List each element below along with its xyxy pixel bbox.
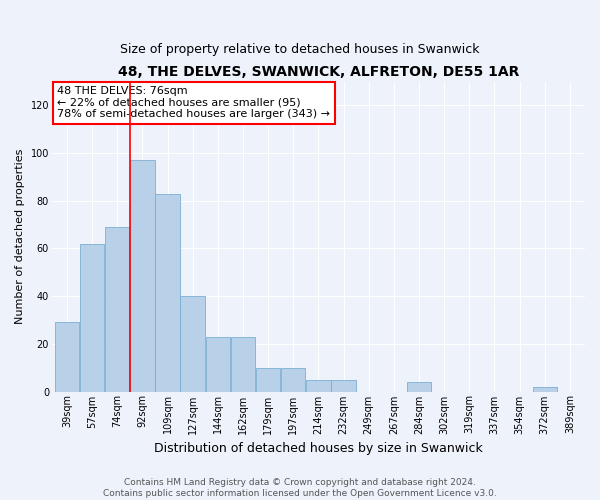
X-axis label: Distribution of detached houses by size in Swanwick: Distribution of detached houses by size …: [154, 442, 483, 455]
Bar: [80, 244, 104, 392]
Text: 48 THE DELVES: 76sqm
← 22% of detached houses are smaller (95)
78% of semi-detac: 48 THE DELVES: 76sqm ← 22% of detached h…: [57, 86, 330, 120]
Text: Size of property relative to detached houses in Swanwick: Size of property relative to detached ho…: [120, 42, 480, 56]
Bar: [181, 296, 205, 392]
Bar: [130, 160, 155, 392]
Bar: [256, 368, 280, 392]
Bar: [533, 386, 557, 392]
Bar: [105, 227, 130, 392]
Bar: [155, 194, 180, 392]
Text: Contains HM Land Registry data © Crown copyright and database right 2024.
Contai: Contains HM Land Registry data © Crown c…: [103, 478, 497, 498]
Bar: [306, 380, 331, 392]
Bar: [331, 380, 356, 392]
Title: 48, THE DELVES, SWANWICK, ALFRETON, DE55 1AR: 48, THE DELVES, SWANWICK, ALFRETON, DE55…: [118, 65, 519, 79]
Y-axis label: Number of detached properties: Number of detached properties: [15, 149, 25, 324]
Bar: [55, 322, 79, 392]
Bar: [231, 336, 255, 392]
Bar: [206, 336, 230, 392]
Bar: [281, 368, 305, 392]
Bar: [407, 382, 431, 392]
